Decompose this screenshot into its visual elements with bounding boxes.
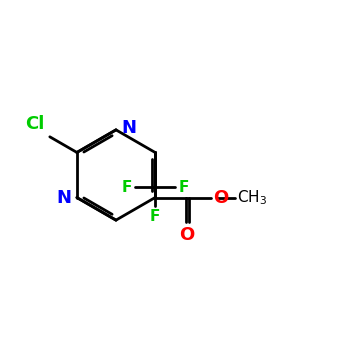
Text: F: F — [121, 180, 132, 195]
Text: N: N — [121, 119, 136, 137]
Text: O: O — [214, 189, 229, 206]
Text: O: O — [179, 226, 194, 244]
Text: Cl: Cl — [25, 116, 44, 133]
Text: F: F — [150, 209, 160, 224]
Text: N: N — [57, 189, 72, 206]
Text: CH$_3$: CH$_3$ — [237, 188, 267, 207]
Text: F: F — [178, 180, 189, 195]
